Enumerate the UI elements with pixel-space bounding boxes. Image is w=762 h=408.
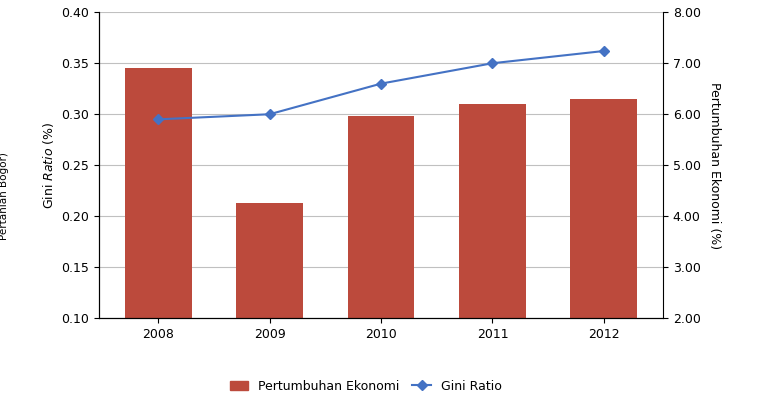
- Bar: [236, 203, 303, 408]
- Gini Ratio: [488, 61, 497, 66]
- Gini Ratio: [376, 81, 386, 86]
- Y-axis label: Pertumbuhan Ekonomi (%): Pertumbuhan Ekonomi (%): [709, 82, 722, 249]
- Gini Ratio: [154, 117, 163, 122]
- Bar: [125, 69, 191, 408]
- Y-axis label: Gini $\it{Ratio}$ (%): Gini $\it{Ratio}$ (%): [41, 122, 56, 209]
- Gini Ratio: [599, 49, 608, 53]
- Legend: Pertumbuhan Ekonomi, Gini Ratio: Pertumbuhan Ekonomi, Gini Ratio: [225, 375, 507, 398]
- Bar: [571, 99, 637, 408]
- Text: Pertanian Bogor): Pertanian Bogor): [0, 152, 9, 240]
- Bar: [459, 104, 526, 408]
- Line: Gini Ratio: Gini Ratio: [155, 47, 607, 123]
- Gini Ratio: [265, 112, 274, 117]
- Bar: [347, 116, 415, 408]
